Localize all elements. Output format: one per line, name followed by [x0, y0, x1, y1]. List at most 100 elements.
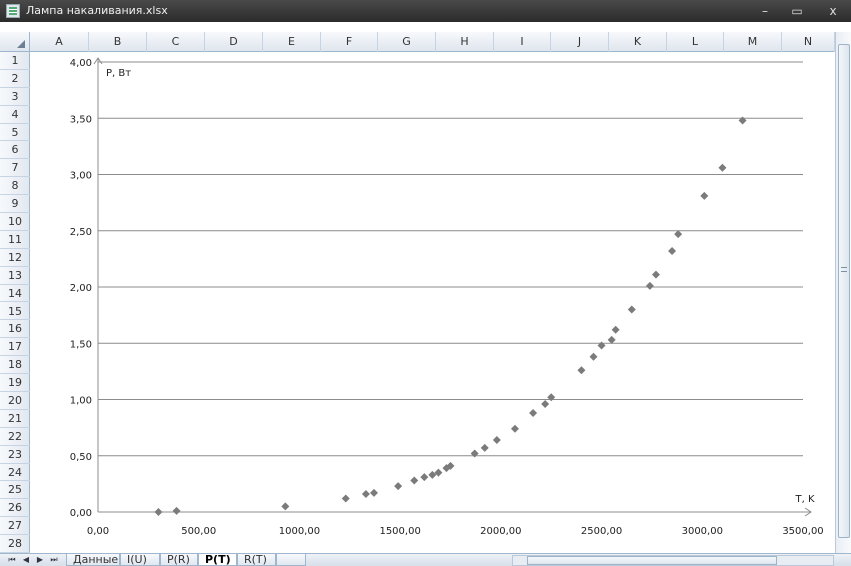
- vertical-scrollbar[interactable]: [835, 32, 851, 553]
- data-point: [369, 488, 378, 497]
- column-header-c[interactable]: C: [147, 32, 205, 52]
- row-header-7[interactable]: 7: [0, 159, 30, 178]
- sheet-tab-bar: ⏮ ◀ ▶ ⏭ Данные I(U) P(R) P(T) R(T): [0, 553, 851, 566]
- select-all-corner[interactable]: [0, 32, 30, 52]
- minimize-button[interactable]: –: [762, 4, 768, 18]
- horizontal-scrollbar[interactable]: [512, 555, 834, 566]
- row-header-9[interactable]: 9: [0, 195, 30, 214]
- data-point: [651, 270, 660, 279]
- column-header-f[interactable]: F: [321, 32, 378, 52]
- row-header-28[interactable]: 28: [0, 535, 30, 553]
- column-header-k[interactable]: K: [609, 32, 667, 52]
- grip-icon: [841, 267, 847, 272]
- row-header-15[interactable]: 15: [0, 303, 30, 321]
- column-header-d[interactable]: D: [205, 32, 263, 52]
- column-header-e[interactable]: E: [263, 32, 321, 52]
- row-header-19[interactable]: 19: [0, 374, 30, 392]
- x-axis-arrow-icon: [804, 507, 812, 517]
- row-header-21[interactable]: 21: [0, 410, 30, 428]
- data-point: [341, 494, 350, 503]
- y-tick-label: 3,00: [70, 171, 92, 182]
- y-tick-label: 2,50: [70, 227, 92, 238]
- row-header-18[interactable]: 18: [0, 356, 30, 375]
- prev-sheet-button[interactable]: ◀: [22, 555, 30, 564]
- data-point: [589, 352, 598, 361]
- row-header-5[interactable]: 5: [0, 124, 30, 142]
- row-header-14[interactable]: 14: [0, 285, 30, 303]
- data-point: [281, 502, 290, 511]
- row-header-25[interactable]: 25: [0, 481, 30, 500]
- column-header-j[interactable]: J: [551, 32, 609, 52]
- column-header-m[interactable]: M: [724, 32, 782, 52]
- data-point: [394, 482, 403, 491]
- sheet-tab-pt[interactable]: P(T): [198, 554, 237, 566]
- scatter-chart[interactable]: 0,00 0,50 1,00 1,50 2,00 2,50 3,00 3,50 4,00 0,00…: [30, 52, 835, 553]
- row-header-16[interactable]: 16: [0, 320, 30, 339]
- data-point: [492, 436, 501, 444]
- row-header-26[interactable]: 26: [0, 499, 30, 518]
- data-point: [718, 163, 727, 172]
- window-title: Лампа накаливания.xlsx: [26, 4, 168, 17]
- last-sheet-button[interactable]: ⏭: [50, 555, 58, 564]
- row-header-4[interactable]: 4: [0, 106, 30, 124]
- data-point: [607, 335, 616, 344]
- row-header-3[interactable]: 3: [0, 88, 30, 106]
- row-header-20[interactable]: 20: [0, 392, 30, 410]
- column-header-n[interactable]: N: [782, 32, 835, 52]
- close-button[interactable]: x: [829, 4, 837, 18]
- data-point: [577, 366, 586, 375]
- data-point: [738, 116, 747, 125]
- x-axis-label: T, K: [794, 494, 814, 505]
- row-header-24[interactable]: 24: [0, 464, 30, 482]
- sheet-tab-iu[interactable]: I(U): [120, 554, 160, 566]
- x-tick-label: 0,00: [87, 526, 109, 537]
- next-sheet-button[interactable]: ▶: [36, 555, 44, 564]
- row-header-27[interactable]: 27: [0, 517, 30, 536]
- row-header-2[interactable]: 2: [0, 70, 30, 88]
- y-tick-label: 4,00: [70, 58, 92, 69]
- y-axis-label: P, Вт: [106, 68, 131, 79]
- sheet-tab-pr[interactable]: P(R): [160, 554, 198, 566]
- insert-sheet-tab[interactable]: [276, 554, 306, 566]
- data-point: [361, 490, 370, 498]
- y-tick-label: 2,00: [70, 283, 92, 294]
- x-tick-label: 2000,00: [480, 526, 521, 537]
- column-header-g[interactable]: G: [378, 32, 436, 52]
- data-point: [480, 443, 489, 452]
- row-header-10[interactable]: 10: [0, 213, 30, 231]
- data-point: [172, 506, 181, 515]
- row-header-bar: 1 2 3 4 5 6 7 8 9 10 11 12 13 14 15 16 17 18 19 20 21 22 23 24 2…: [0, 52, 30, 553]
- vertical-scroll-thumb[interactable]: [838, 44, 850, 538]
- x-tick-label: 1000,00: [279, 526, 320, 537]
- row-header-11[interactable]: 11: [0, 231, 30, 249]
- horizontal-scroll-thumb[interactable]: [527, 556, 777, 565]
- sheet-tab-rt[interactable]: R(T): [237, 554, 276, 566]
- column-header-h[interactable]: H: [436, 32, 494, 52]
- data-point: [597, 341, 606, 350]
- first-sheet-button[interactable]: ⏮: [8, 555, 16, 564]
- row-header-8[interactable]: 8: [0, 177, 30, 196]
- sheet-tab-данные[interactable]: Данные: [66, 554, 120, 566]
- excel-file-icon: [6, 4, 20, 18]
- row-header-13[interactable]: 13: [0, 267, 30, 285]
- y-tick-label: 1,50: [70, 339, 92, 350]
- x-tick-label: 3500,00: [782, 526, 823, 537]
- x-tick-label: 2500,00: [581, 526, 622, 537]
- data-point: [668, 247, 677, 255]
- data-point: [154, 508, 163, 516]
- row-header-12[interactable]: 12: [0, 249, 30, 267]
- data-point: [529, 409, 538, 417]
- data-point: [420, 473, 429, 482]
- data-point: [428, 470, 437, 479]
- column-header-a[interactable]: A: [30, 32, 89, 52]
- column-header-l[interactable]: L: [667, 32, 724, 52]
- maximize-button[interactable]: ▭: [791, 4, 803, 18]
- data-point: [674, 230, 683, 239]
- column-header-i[interactable]: I: [494, 32, 551, 52]
- column-header-b[interactable]: B: [89, 32, 147, 52]
- row-header-17[interactable]: 17: [0, 338, 30, 357]
- row-header-6[interactable]: 6: [0, 141, 30, 160]
- row-header-22[interactable]: 22: [0, 428, 30, 446]
- row-header-1[interactable]: 1: [0, 52, 30, 70]
- row-header-23[interactable]: 23: [0, 446, 30, 464]
